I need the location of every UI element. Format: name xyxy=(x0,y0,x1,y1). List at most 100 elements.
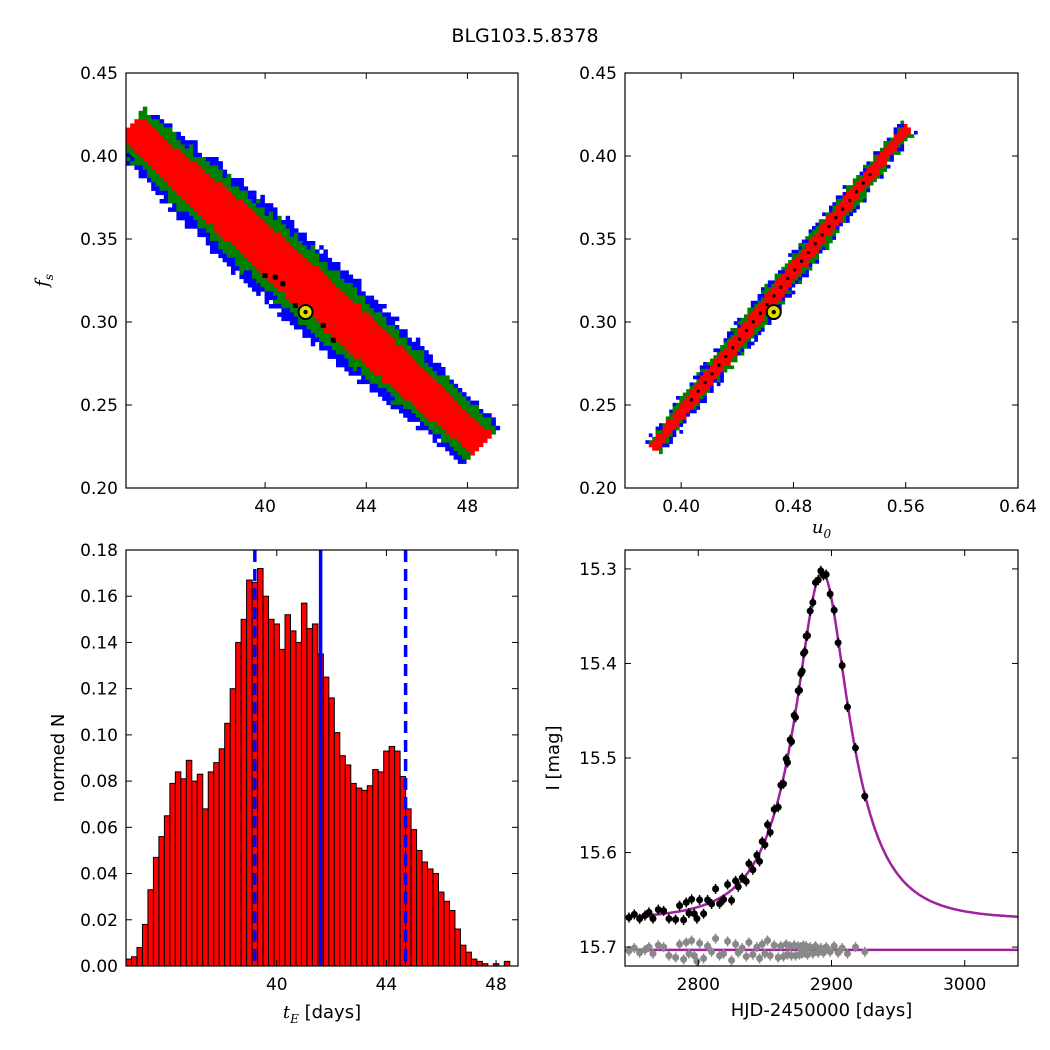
confidence-cell xyxy=(846,185,850,189)
confidence-cell xyxy=(243,190,249,196)
confidence-cell xyxy=(176,186,181,191)
confidence-cell xyxy=(130,161,135,166)
confidence-cell xyxy=(273,283,278,288)
confidence-cell xyxy=(260,220,265,225)
confidence-cell xyxy=(436,413,442,418)
confidence-cell xyxy=(869,175,874,179)
confidence-cell xyxy=(886,151,891,155)
confidence-cell xyxy=(273,304,278,309)
confidence-cell xyxy=(222,194,228,200)
residual-point xyxy=(861,948,869,956)
confidence-cell xyxy=(655,426,660,431)
confidence-cell xyxy=(151,161,156,166)
confidence-cell xyxy=(331,262,337,267)
confidence-cell xyxy=(747,338,752,342)
confidence-cell xyxy=(281,299,286,305)
confidence-cell xyxy=(256,278,261,284)
confidence-cell xyxy=(394,392,400,397)
confidence-cell xyxy=(403,388,408,393)
confidence-cell xyxy=(306,333,312,338)
confidence-cell xyxy=(214,173,219,179)
confidence-cell xyxy=(411,392,417,397)
confidence-cell xyxy=(818,229,823,234)
confidence-cell xyxy=(757,300,762,305)
confidence-cell xyxy=(382,375,387,380)
confidence-cell xyxy=(235,236,240,242)
confidence-cell xyxy=(176,165,181,170)
confidence-cell xyxy=(302,333,307,338)
confidence-cell xyxy=(883,144,888,149)
confidence-cell xyxy=(189,161,194,166)
confidence-cell xyxy=(852,195,857,200)
confidence-cell xyxy=(873,158,877,162)
confidence-cell xyxy=(822,212,826,217)
residual-point xyxy=(749,951,757,959)
data-point xyxy=(693,915,701,923)
confidence-cell xyxy=(306,270,312,275)
confidence-cell xyxy=(348,278,354,284)
confidence-cell xyxy=(155,186,160,191)
confidence-cell xyxy=(218,182,223,187)
confidence-cell xyxy=(693,406,697,410)
confidence-cell xyxy=(294,257,299,263)
confidence-cell xyxy=(365,312,370,317)
confidence-cell xyxy=(214,224,219,229)
confidence-cell xyxy=(767,283,772,288)
y-axis-label: fs xyxy=(32,274,56,289)
confidence-cell xyxy=(740,345,745,349)
confidence-cell xyxy=(378,341,383,347)
confidence-cell xyxy=(784,273,789,278)
confidence-cell xyxy=(411,362,417,368)
confidence-cell xyxy=(226,245,232,250)
confidence-cell xyxy=(231,224,236,229)
confidence-cell xyxy=(900,141,905,145)
confidence-cell xyxy=(193,186,198,191)
confidence-cell xyxy=(205,157,211,162)
confidence-cell xyxy=(294,287,299,292)
confidence-cell xyxy=(788,283,792,288)
confidence-cell xyxy=(737,334,741,339)
confidence-cell xyxy=(436,375,442,380)
confidence-cell xyxy=(336,333,341,338)
confidence-cell xyxy=(231,257,236,263)
confidence-cell xyxy=(273,291,278,296)
confidence-cell xyxy=(378,379,383,385)
confidence-cell xyxy=(876,158,881,162)
confidence-cell xyxy=(264,266,270,271)
confidence-cell xyxy=(315,266,320,271)
confidence-cell xyxy=(189,207,194,212)
confidence-cell xyxy=(243,215,249,221)
confidence-cell xyxy=(876,175,881,179)
confidence-cell xyxy=(478,413,484,418)
confidence-cell xyxy=(659,423,663,427)
confidence-cell xyxy=(856,198,860,203)
confidence-cell xyxy=(243,203,249,208)
confidence-cell xyxy=(352,367,358,372)
confidence-cell xyxy=(327,278,333,284)
confidence-cell xyxy=(805,266,809,271)
confidence-cell xyxy=(466,434,471,439)
confidence-cell xyxy=(340,270,345,275)
confidence-cell xyxy=(441,404,446,410)
confidence-cell xyxy=(727,358,731,363)
confidence-cell xyxy=(319,333,324,338)
confidence-cell xyxy=(693,389,697,393)
confidence-cell xyxy=(306,325,312,330)
confidence-cell xyxy=(336,262,341,267)
confidence-cell xyxy=(869,164,874,169)
confidence-cell xyxy=(842,192,847,196)
confidence-cell xyxy=(730,331,735,336)
confidence-cell xyxy=(825,229,830,234)
confidence-cell xyxy=(327,299,333,305)
confidence-cell xyxy=(771,300,775,305)
best-fit-center xyxy=(771,309,776,315)
confidence-cell xyxy=(394,346,400,351)
confidence-cell xyxy=(264,253,270,259)
confidence-cell xyxy=(682,419,687,424)
confidence-cell xyxy=(323,278,328,284)
confidence-cell xyxy=(180,211,186,217)
confidence-cell xyxy=(373,354,379,359)
confidence-cell xyxy=(764,300,769,305)
confidence-cell xyxy=(453,446,459,452)
confidence-cell xyxy=(808,263,813,268)
